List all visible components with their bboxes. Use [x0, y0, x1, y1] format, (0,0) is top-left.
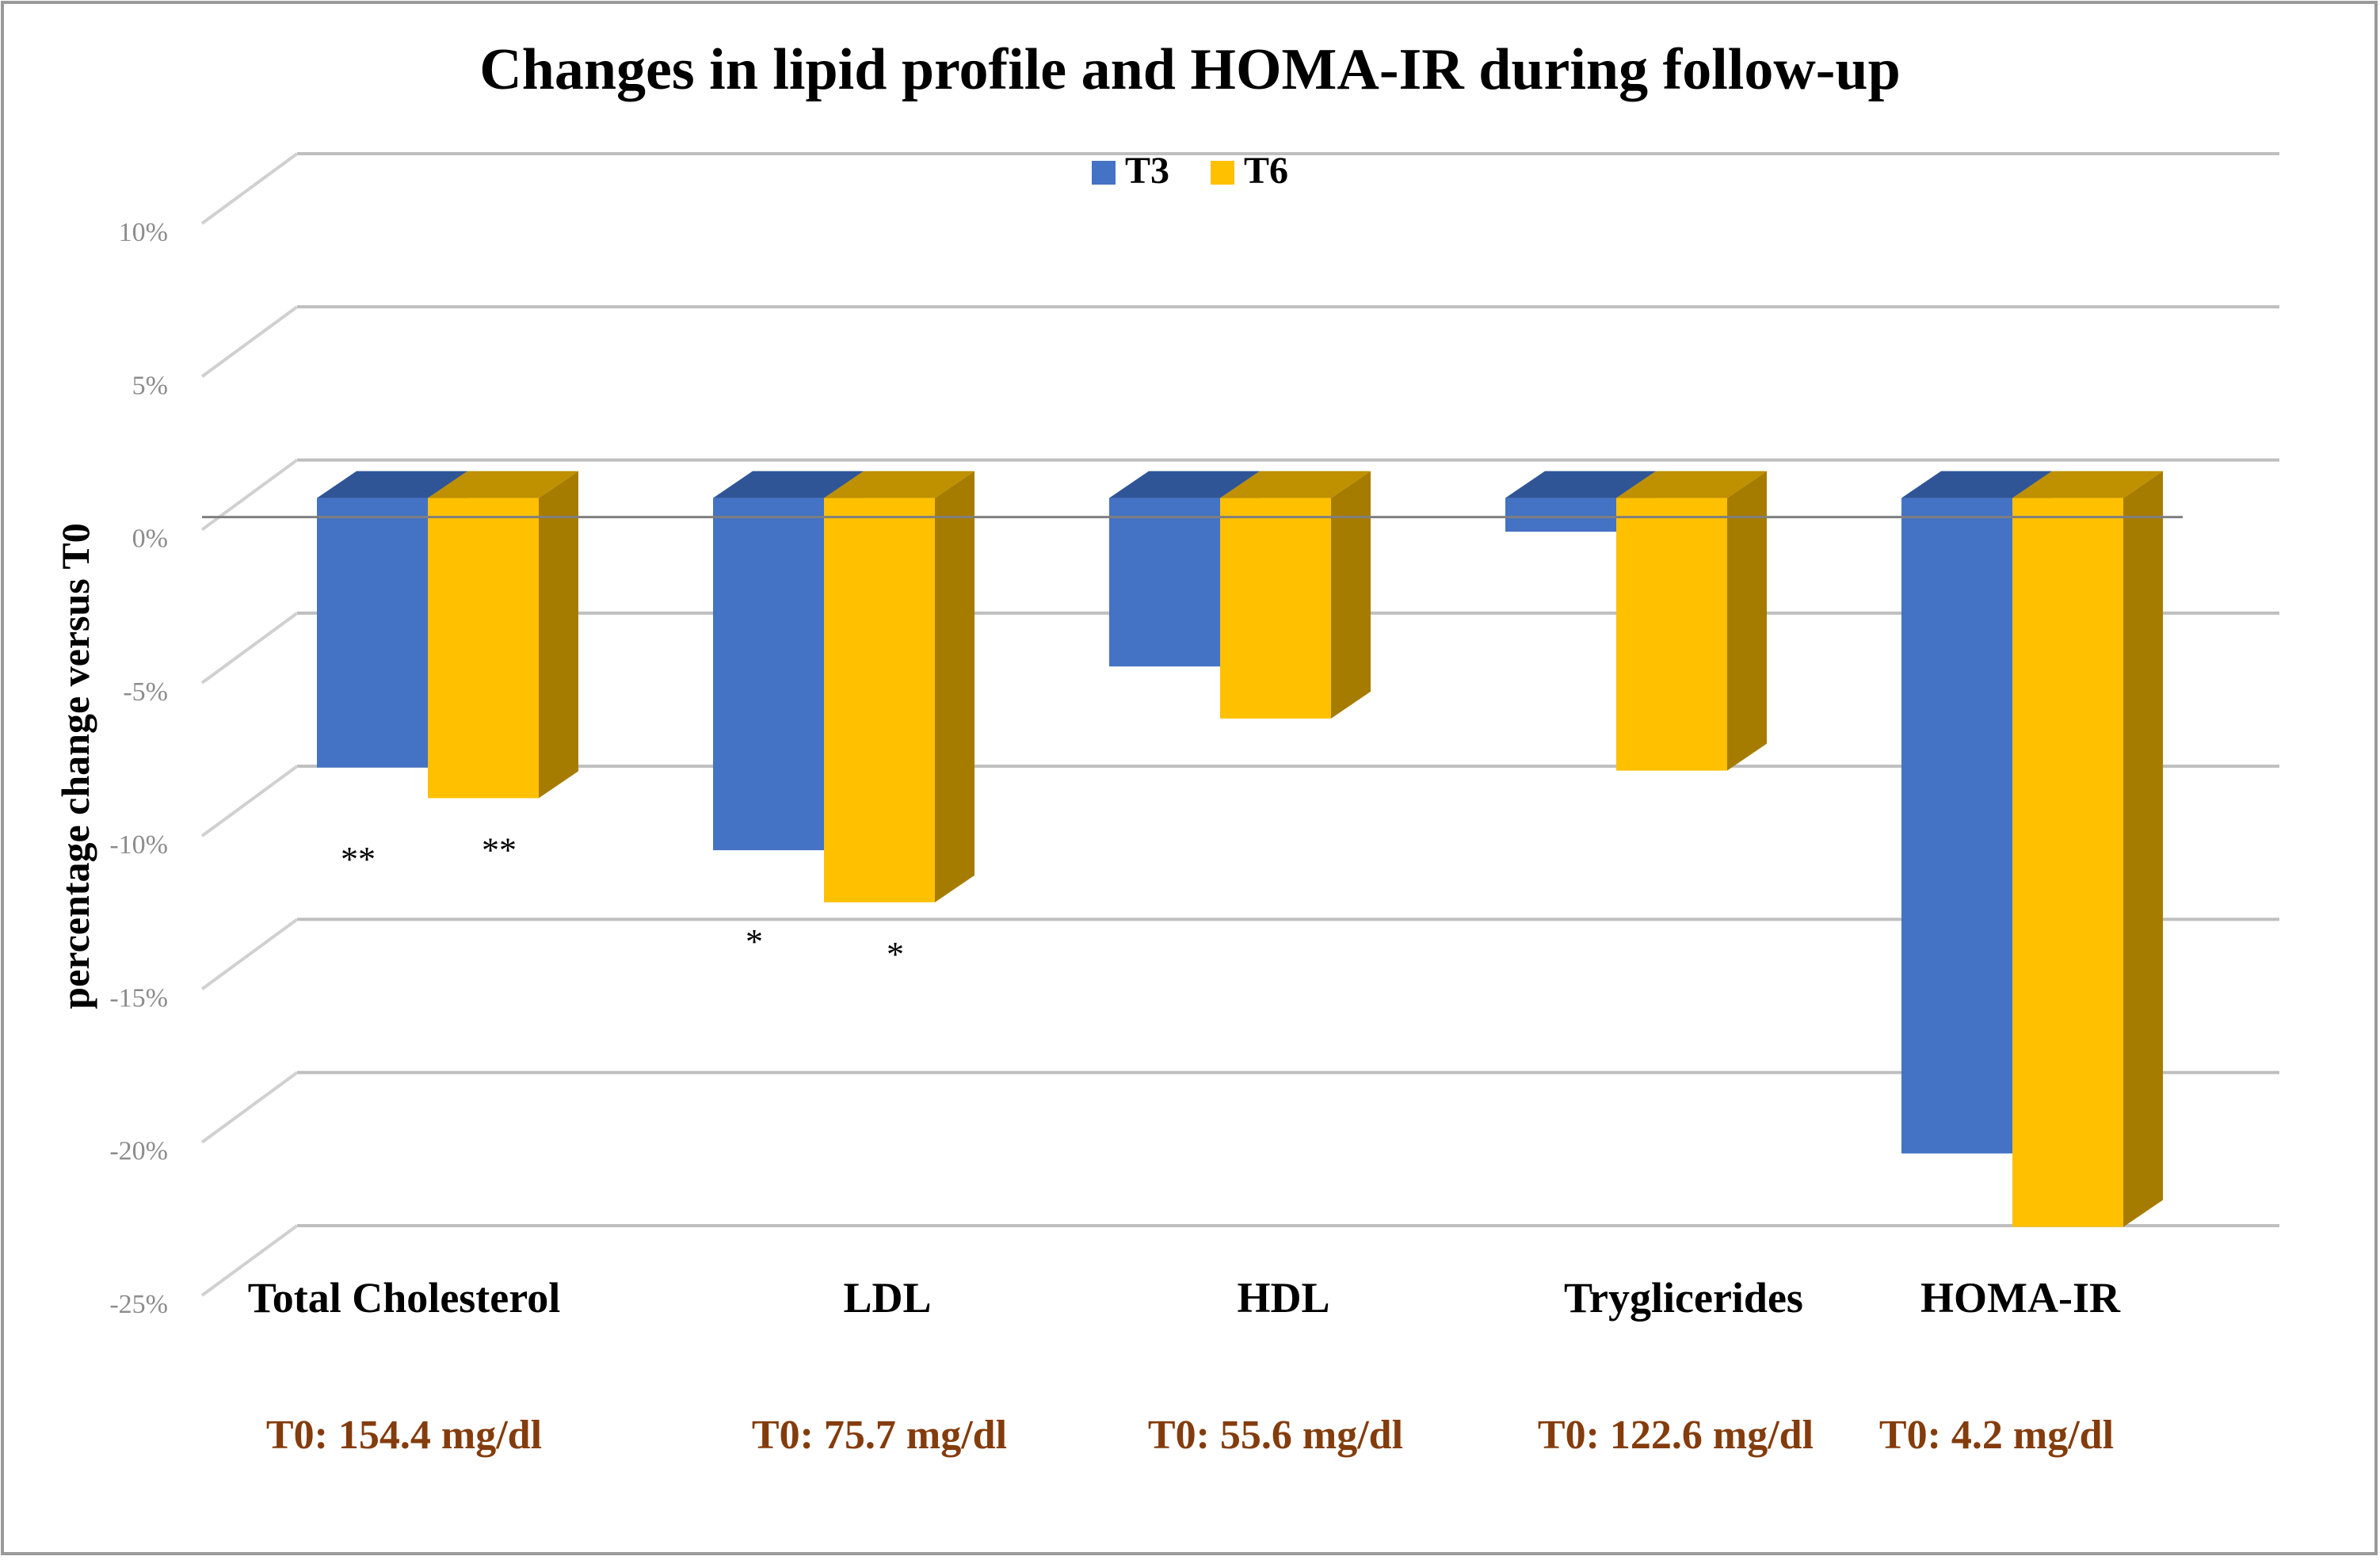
chart-title: Changes in lipid profile and HOMA-IR dur…	[479, 37, 1901, 102]
y-tick-label: 5%	[132, 371, 168, 400]
bar-t3	[1109, 498, 1220, 667]
significance-marker: *	[887, 935, 904, 974]
bar-side-t6	[1331, 471, 1371, 719]
baseline-value-label: T0: 154.4 mg/dl	[266, 1413, 542, 1458]
y-tick-label: 10%	[119, 218, 168, 247]
y-tick-label: -5%	[123, 677, 168, 707]
legend-label-t6: T6	[1244, 150, 1288, 192]
significance-annotations: ** *** *	[341, 830, 904, 973]
gridline-perspective	[200, 765, 299, 837]
bar-side-t6	[2123, 471, 2163, 1227]
gridline-perspective	[200, 1071, 299, 1144]
x-tick-label: Tryglicerides	[1564, 1274, 1803, 1322]
bar-top-t3	[1109, 471, 1260, 498]
bar-t3	[317, 498, 428, 768]
bar-side-t6	[935, 471, 975, 902]
x-tick-label: Total Cholesterol	[248, 1274, 561, 1322]
legend: T3 T6	[1092, 150, 1288, 192]
y-axis-ticks: 10% 5% 0% -5% -10% -15% -20% -25%	[109, 218, 168, 1319]
bar-top-t6	[1220, 471, 1371, 498]
y-tick-label: -15%	[109, 983, 168, 1013]
legend-swatch-t3	[1092, 161, 1116, 185]
y-tick-label: -20%	[109, 1137, 168, 1166]
x-tick-label: HOMA-IR	[1920, 1274, 2121, 1322]
y-axis-label: percentage change versus T0	[53, 523, 97, 1009]
bar-t3	[1505, 498, 1616, 532]
bar-t3	[713, 498, 824, 851]
legend-label-t3: T3	[1125, 150, 1169, 192]
bar-t6	[824, 498, 935, 902]
bar-t6	[1616, 498, 1727, 771]
bar-top-t6	[824, 471, 975, 498]
bar-t6	[2012, 498, 2123, 1227]
bar-top-t6	[428, 471, 578, 498]
gridline-perspective	[200, 1224, 299, 1297]
bar-top-t3	[1505, 471, 1656, 498]
bar-side-t6	[1727, 471, 1767, 771]
x-axis-labels: Total Cholesterol LDL HDL Tryglicerides HOMA…	[248, 1274, 2121, 1322]
significance-marker: **	[341, 840, 376, 879]
y-tick-label: 0%	[132, 524, 168, 554]
gridline-perspective	[200, 917, 299, 991]
significance-marker: *	[746, 922, 763, 961]
baseline-value-label: T0: 122.6 mg/dl	[1538, 1413, 1814, 1458]
baseline-labels: T0: 154.4 mg/dl T0: 75.7 mg/dl T0: 55.6 mg…	[266, 1413, 2114, 1458]
bar-t6	[428, 498, 539, 799]
gridline-perspective	[200, 612, 299, 685]
bar-top-t3	[317, 471, 467, 498]
y-tick-label: -25%	[109, 1290, 168, 1319]
bar-top-t6	[1616, 471, 1767, 498]
legend-swatch-t6	[1211, 161, 1234, 185]
bar-t3	[1901, 498, 2012, 1154]
bar-top-t3	[1901, 471, 2052, 498]
bar-top-t3	[713, 471, 864, 498]
x-tick-label: LDL	[843, 1274, 931, 1322]
baseline-value-label: T0: 55.6 mg/dl	[1148, 1413, 1403, 1458]
bar-t6	[1220, 498, 1331, 719]
x-tick-label: HDL	[1237, 1274, 1329, 1322]
gridline-perspective	[200, 305, 299, 378]
y-tick-label: -10%	[109, 830, 168, 860]
gridline-perspective	[200, 152, 299, 225]
bars	[317, 471, 2163, 1227]
baseline-value-label: T0: 75.7 mg/dl	[752, 1413, 1007, 1458]
bar-side-t6	[539, 471, 578, 799]
bar-top-t6	[2012, 471, 2163, 498]
significance-marker: **	[482, 830, 517, 869]
baseline-value-label: T0: 4.2 mg/dl	[1879, 1413, 2114, 1458]
